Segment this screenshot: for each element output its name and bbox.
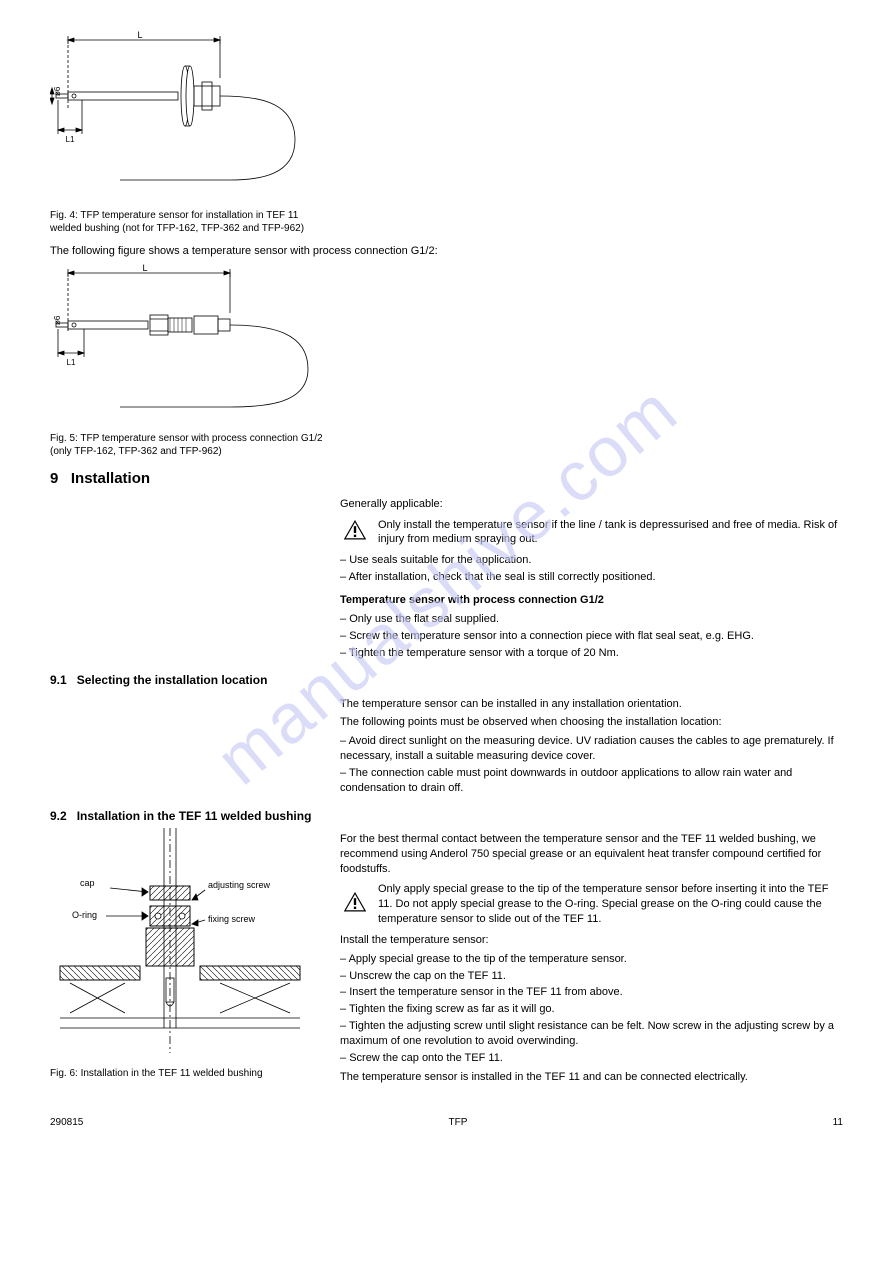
list-item: Unscrew the cap on the TEF 11.	[340, 969, 843, 984]
list-item: After installation, check that the seal …	[340, 570, 843, 585]
label-cap: cap	[80, 878, 95, 888]
fig5-caption: Fig. 5: TFP temperature sensor with proc…	[50, 432, 330, 459]
dim-L: L	[137, 30, 142, 40]
fig4-figure: L L1 ø6 Fig. 4: TFP temperature sensor f…	[50, 30, 320, 240]
section-92-num: 9.2	[50, 809, 67, 823]
s91-p2: The following points must be observed wh…	[340, 715, 843, 730]
fig5-svg: L L1 ø6	[50, 263, 330, 423]
list-item: Use seals suitable for the application.	[340, 553, 843, 568]
page-footer: 290815 TFP 11	[50, 1116, 843, 1130]
install-lead: Generally applicable:	[340, 497, 843, 512]
dim-L1: L1	[67, 358, 76, 367]
install-warning-1: Only install the temperature sensor if t…	[340, 518, 843, 548]
footer-left: 290815	[50, 1116, 83, 1130]
list-item: Screw the cap onto the TEF 11.	[340, 1051, 843, 1066]
list-item: Tighten the fixing screw as far as it wi…	[340, 1002, 843, 1017]
section-9-num: 9	[50, 470, 58, 487]
warning-icon	[344, 520, 366, 545]
s92-warn-text: Only apply special grease to the tip of …	[378, 882, 843, 927]
fig6-caption: Fig. 6: Installation in the TEF 11 welde…	[50, 1067, 320, 1081]
install-bullets-a: Use seals suitable for the application. …	[340, 553, 843, 585]
section-91-title: Selecting the installation location	[77, 673, 268, 687]
fig6-svg: cap O-ring adjusting screw fixing screw	[50, 828, 310, 1058]
s92-steps-heading: Install the temperature sensor:	[340, 933, 843, 948]
install-bullets-b: Only use the flat seal supplied. Screw t…	[340, 612, 843, 661]
section-92-title: Installation in the TEF 11 welded bushin…	[77, 809, 312, 823]
s92-p1: For the best thermal contact between the…	[340, 832, 843, 877]
list-item: Tighten the adjusting screw until slight…	[340, 1019, 843, 1049]
s92-steps: Apply special grease to the tip of the t…	[340, 952, 843, 1066]
label-oring: O-ring	[72, 910, 97, 920]
s92-warning: Only apply special grease to the tip of …	[340, 882, 843, 927]
fig5-intro: The following figure shows a temperature…	[50, 244, 843, 259]
dim-L1: L1	[66, 135, 75, 144]
s92-outro: The temperature sensor is installed in t…	[340, 1070, 843, 1085]
list-item: Avoid direct sunlight on the measuring d…	[340, 734, 843, 764]
section-92-heading: 9.2 Installation in the TEF 11 welded bu…	[50, 808, 843, 824]
list-item: Only use the flat seal supplied.	[340, 612, 843, 627]
section-91-heading: 9.1 Selecting the installation location	[50, 672, 843, 688]
fig6-figure: cap O-ring adjusting screw fixing screw …	[50, 828, 320, 1084]
section-91-num: 9.1	[50, 673, 67, 687]
install-warn1-text: Only install the temperature sensor if t…	[378, 518, 843, 548]
list-item: Apply special grease to the tip of the t…	[340, 952, 843, 967]
g12-heading: Temperature sensor with process connecti…	[340, 593, 843, 608]
footer-right: 11	[833, 1116, 843, 1130]
s91-bullets: Avoid direct sunlight on the measuring d…	[340, 734, 843, 795]
fig4-svg: L L1 ø6	[50, 30, 320, 200]
s91-p1: The temperature sensor can be installed …	[340, 697, 843, 712]
list-item: Insert the temperature sensor in the TEF…	[340, 985, 843, 1000]
fig5-row: L L1 ø6 Fig. 5: TFP temperature sensor w…	[50, 263, 843, 463]
list-item: Tighten the temperature sensor with a to…	[340, 646, 843, 661]
label-fix: fixing screw	[208, 914, 256, 924]
dim-d6: ø6	[53, 86, 62, 96]
install-body: Generally applicable: Only install the t…	[50, 493, 843, 663]
section-9-title: Installation	[71, 470, 150, 487]
label-adj: adjusting screw	[208, 880, 271, 890]
fig4-row: L L1 ø6 Fig. 4: TFP temperature sensor f…	[50, 30, 843, 240]
section-9-heading: 9 Installation	[50, 469, 843, 489]
dim-d6: ø6	[53, 315, 62, 325]
fig4-caption: Fig. 4: TFP temperature sensor for insta…	[50, 209, 320, 236]
fig5-figure: L L1 ø6 Fig. 5: TFP temperature sensor w…	[50, 263, 330, 463]
warning-icon	[344, 892, 366, 917]
s92-row: cap O-ring adjusting screw fixing screw …	[50, 828, 843, 1089]
dim-L: L	[142, 263, 147, 273]
footer-center: TFP	[449, 1116, 468, 1130]
list-item: The connection cable must point downward…	[340, 766, 843, 796]
list-item: Screw the temperature sensor into a conn…	[340, 629, 843, 644]
